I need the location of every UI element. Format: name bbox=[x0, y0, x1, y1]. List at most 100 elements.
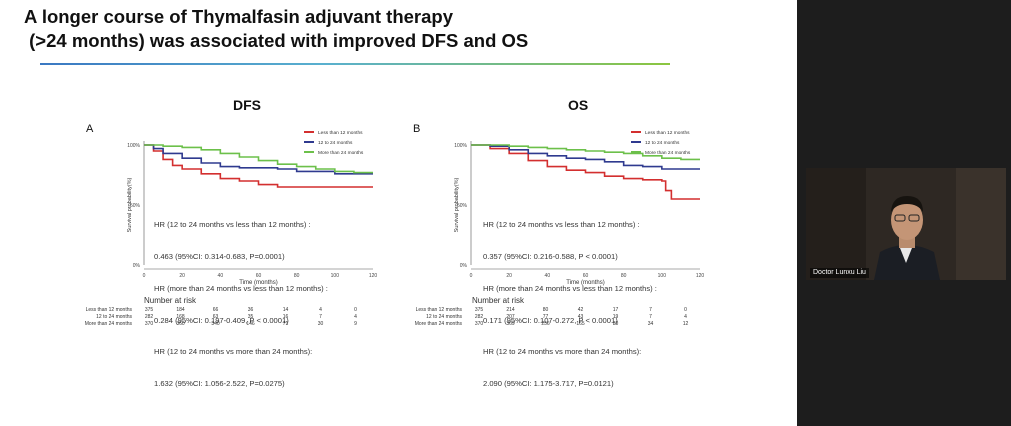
legend-label: More than 24 months bbox=[318, 150, 364, 156]
km-curve bbox=[471, 144, 700, 170]
table-row: 12 to 24 months 282 207 77 43 19 7 4 bbox=[410, 314, 703, 321]
km-curve bbox=[144, 144, 373, 188]
risk-cell: 77 bbox=[542, 314, 549, 320]
table-row: Less than 12 months 375 214 80 42 17 7 0 bbox=[410, 307, 703, 314]
table-row: More than 24 months 370 369 256 165 80 3… bbox=[410, 321, 703, 328]
os-risk-title: Number at risk bbox=[472, 296, 525, 305]
risk-cell: 282 bbox=[144, 314, 154, 320]
x-tick-label: 20 bbox=[506, 273, 512, 279]
x-tick-label: 40 bbox=[218, 273, 224, 279]
risk-cell: 360 bbox=[176, 321, 185, 327]
speaker-video-tile[interactable]: Doctor Lunxu Liu bbox=[806, 168, 1006, 280]
y-axis-label: Survival probability(%) bbox=[454, 177, 460, 232]
risk-label: Less than 12 months bbox=[85, 307, 132, 313]
dfs-hr-line: HR (12 to 24 months vs less than 12 mont… bbox=[154, 220, 311, 230]
risk-cell: 34 bbox=[647, 321, 654, 327]
risk-cell: 7 bbox=[649, 307, 652, 313]
risk-cell: 370 bbox=[144, 321, 154, 327]
risk-cell: 340 bbox=[211, 321, 220, 327]
x-tick-label: 20 bbox=[179, 273, 185, 279]
y-tick-label: 0% bbox=[133, 263, 141, 269]
dfs-hr-line: HR (more than 24 months vs less than 12 … bbox=[154, 283, 328, 293]
risk-cell: 0 bbox=[684, 307, 687, 313]
os-risk-table: Less than 12 months 375 214 80 42 17 7 0… bbox=[410, 307, 703, 328]
os-km-chart: 0% 50% 100% 0 20 40 60 80 100 120 Time (months) Sur… bbox=[454, 130, 705, 286]
risk-cell: 80 bbox=[612, 321, 619, 327]
x-tick-label: 40 bbox=[545, 273, 551, 279]
risk-cell: 42 bbox=[577, 307, 584, 313]
dfs-risk-title: Number at risk bbox=[144, 296, 197, 305]
x-tick-label: 80 bbox=[621, 273, 627, 279]
os-panel-title: OS bbox=[568, 97, 589, 113]
speaker-name-label: Doctor Lunxu Liu bbox=[810, 268, 869, 278]
risk-cell: 4 bbox=[319, 307, 322, 313]
os-hr-line: 2.090 (95%CI: 1.175-3.717, P=0.0121) bbox=[483, 379, 614, 389]
table-row: 12 to 24 months 282 168 63 35 16 7 4 bbox=[82, 314, 373, 321]
risk-cell: 19 bbox=[612, 314, 619, 320]
risk-cell: 66 bbox=[212, 307, 219, 313]
presentation-slide: A longer course of Thymalfasin adjuvant … bbox=[24, 5, 705, 411]
risk-label: More than 24 months bbox=[414, 321, 462, 327]
legend-label: 12 to 24 months bbox=[645, 140, 680, 146]
y-tick-label: 100% bbox=[127, 143, 140, 149]
risk-cell: 35 bbox=[247, 314, 254, 320]
risk-cell: 282 bbox=[474, 314, 484, 320]
risk-cell: 71 bbox=[282, 321, 289, 327]
risk-cell: 17 bbox=[612, 307, 619, 313]
risk-cell: 16 bbox=[282, 314, 289, 320]
y-tick-label: 50% bbox=[130, 203, 141, 209]
risk-cell: 370 bbox=[474, 321, 484, 327]
table-row: More than 24 months 370 360 340 146 71 3… bbox=[82, 321, 373, 328]
risk-cell: 4 bbox=[684, 314, 687, 320]
km-curve bbox=[144, 144, 373, 174]
os-hazard-ratios: HR (12 to 24 months vs less than 12 mont… bbox=[483, 199, 657, 411]
risk-cell: 146 bbox=[246, 321, 255, 327]
risk-cell: 4 bbox=[354, 314, 357, 320]
x-tick-label: 80 bbox=[294, 273, 300, 279]
risk-cell: 369 bbox=[506, 321, 515, 327]
y-tick-label: 0% bbox=[460, 263, 468, 269]
x-axis-label: Time (months) bbox=[239, 280, 277, 286]
risk-cell: 207 bbox=[506, 314, 515, 320]
dfs-hazard-ratios: HR (12 to 24 months vs less than 12 mont… bbox=[154, 199, 328, 411]
y-tick-label: 50% bbox=[457, 203, 468, 209]
dfs-hr-line: 1.632 (95%CI: 1.056-2.522, P=0.0275) bbox=[154, 379, 285, 389]
risk-cell: 375 bbox=[144, 307, 154, 313]
x-tick-label: 0 bbox=[143, 273, 146, 279]
os-hr-line: HR (12 to 24 months vs less than 12 mont… bbox=[483, 220, 640, 230]
legend-label: Less than 12 months bbox=[645, 130, 690, 136]
risk-cell: 184 bbox=[176, 307, 185, 313]
risk-cell: 36 bbox=[247, 307, 254, 313]
dfs-hr-line: 0.284 (95%CI: 0.197-0.409, P < 0.0001) bbox=[154, 315, 289, 325]
risk-cell: 7 bbox=[319, 314, 322, 320]
risk-label: 12 to 24 months bbox=[96, 314, 132, 320]
os-hr-line: HR (more than 24 months vs less than 12 … bbox=[483, 283, 657, 293]
km-curve bbox=[144, 144, 373, 175]
dfs-panel-title: DFS bbox=[233, 97, 261, 113]
slide-title-line-2: (>24 months) was associated with improve… bbox=[24, 30, 529, 51]
y-axis-label: Survival probability(%) bbox=[127, 177, 133, 232]
km-curve bbox=[471, 144, 700, 161]
slide-title: A longer course of Thymalfasin adjuvant … bbox=[24, 5, 528, 53]
risk-cell: 168 bbox=[176, 314, 185, 320]
risk-cell: 43 bbox=[577, 314, 584, 320]
x-tick-label: 120 bbox=[696, 273, 705, 279]
x-tick-label: 60 bbox=[583, 273, 589, 279]
risk-cell: 30 bbox=[317, 321, 324, 327]
risk-cell: 14 bbox=[282, 307, 289, 313]
table-row: Less than 12 months 375 184 66 36 14 4 0 bbox=[82, 307, 373, 314]
risk-cell: 0 bbox=[354, 307, 357, 313]
risk-cell: 7 bbox=[649, 314, 652, 320]
dfs-hr-line: HR (12 to 24 months vs more than 24 mont… bbox=[154, 347, 313, 357]
os-hr-line: HR (12 to 24 months vs more than 24 mont… bbox=[483, 347, 642, 357]
x-axis-label: Time (months) bbox=[566, 280, 604, 286]
legend-label: 12 to 24 months bbox=[318, 140, 353, 146]
km-curve bbox=[471, 144, 700, 200]
x-tick-label: 120 bbox=[369, 273, 378, 279]
risk-cell: 9 bbox=[354, 321, 357, 327]
legend-label: Less than 12 months bbox=[318, 130, 363, 136]
dfs-panel-letter: A bbox=[86, 123, 94, 135]
x-tick-label: 60 bbox=[256, 273, 262, 279]
risk-cell: 80 bbox=[542, 307, 549, 313]
risk-cell: 375 bbox=[474, 307, 484, 313]
